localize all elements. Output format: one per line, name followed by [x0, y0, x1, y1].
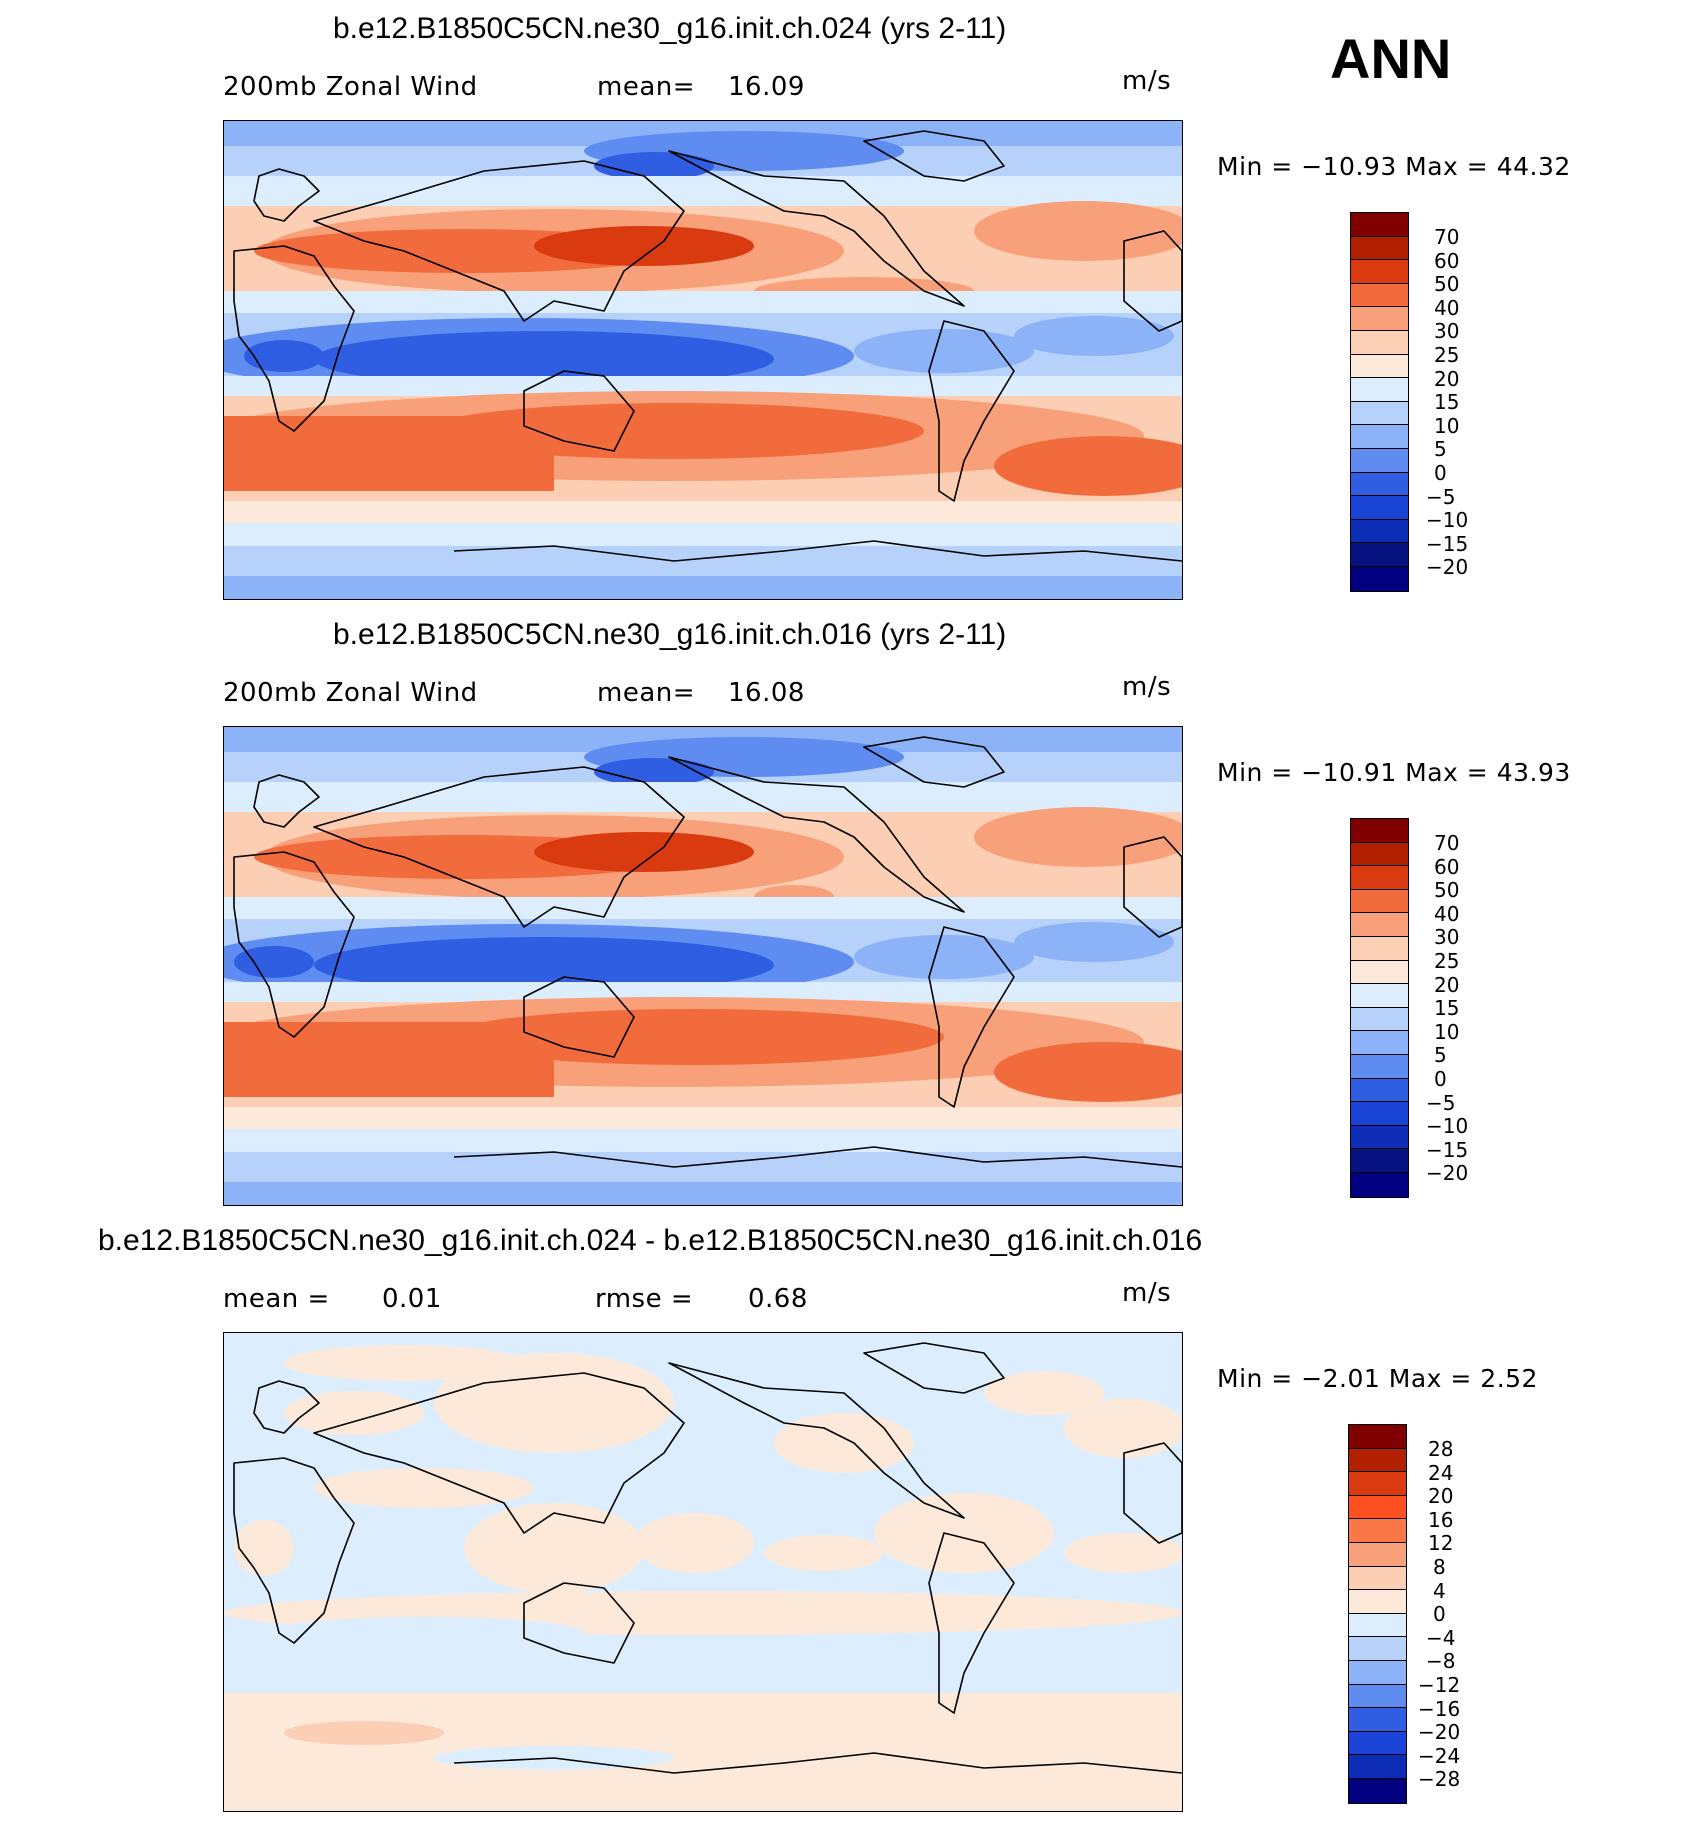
panel-1-units: m/s: [1122, 66, 1172, 96]
panel-2-colorbar-tick: 25: [1434, 949, 1460, 973]
panel-3-min-max: Min = −2.01 Max = 2.52: [1217, 1364, 1538, 1393]
panel-3-colorbar-swatches: [1348, 1424, 1407, 1804]
season-label: ANN: [1330, 27, 1452, 90]
panel-1-map: [223, 120, 1183, 600]
panel-1-colorbar-swatches: [1350, 212, 1409, 592]
panel-2-colorbar-tick: 15: [1434, 996, 1460, 1020]
panel-2-title: b.e12.B1850C5CN.ne30_g16.init.ch.016 (yr…: [333, 618, 1007, 651]
panel-3-colorbar-tick: 8: [1433, 1555, 1446, 1579]
panel-2-colorbar-tick: 40: [1434, 902, 1460, 926]
panel-1-colorbar-tick: 70: [1434, 225, 1460, 249]
panel-3-colorbar-tick: −16: [1418, 1697, 1461, 1721]
panel-2-map: [223, 726, 1183, 1206]
panel-3-colorbar-tick: 20: [1428, 1484, 1454, 1508]
panel-1-mean-label: mean=: [597, 72, 696, 102]
panel-1-colorbar: 70 60 50 40 30 25 20 15 10 5 0 −5 −10 −1…: [1350, 212, 1470, 592]
panel-2-colorbar-tick: 5: [1434, 1043, 1447, 1067]
panel-3-rmse-label: rmse =: [595, 1284, 694, 1314]
panel-3-colorbar-tick: −24: [1418, 1744, 1461, 1768]
panel-1-colorbar-tick: 40: [1434, 296, 1460, 320]
panel-3-colorbar-tick: 16: [1428, 1508, 1454, 1532]
panel-2-colorbar-tick: −20: [1426, 1161, 1469, 1185]
panel-3-colorbar-tick: −12: [1418, 1673, 1461, 1697]
panel-2-colorbar-tick: 60: [1434, 855, 1460, 879]
panel-3-map: [223, 1332, 1183, 1812]
panel-1-colorbar-tick: 20: [1434, 367, 1460, 391]
panel-3-title: b.e12.B1850C5CN.ne30_g16.init.ch.024 - b…: [98, 1224, 1203, 1257]
panel-1-min-max: Min = −10.93 Max = 44.32: [1217, 152, 1571, 181]
panel-2-colorbar-tick: 0: [1434, 1067, 1447, 1091]
panel-3-colorbar-tick: −20: [1418, 1720, 1461, 1744]
panel-1-mean-value: 16.09: [728, 72, 805, 102]
panel-1-colorbar-tick: −10: [1426, 508, 1469, 532]
panel-2-units: m/s: [1122, 672, 1172, 702]
panel-1-colorbar-tick: −5: [1426, 485, 1456, 509]
panel-3-colorbar-tick: 28: [1428, 1437, 1454, 1461]
panel-1-colorbar-tick: −20: [1426, 555, 1469, 579]
panel-1-contour-map: [224, 121, 1182, 599]
panel-1-colorbar-tick: 10: [1434, 414, 1460, 438]
panel-3-colorbar: 28 24 20 16 12 8 4 0 −4 −8 −12 −16 −20 −…: [1348, 1424, 1468, 1804]
panel-2-colorbar-tick: 20: [1434, 973, 1460, 997]
panel-2-mean-label: mean=: [597, 678, 696, 708]
panel-2-colorbar-tick: 50: [1434, 878, 1460, 902]
panel-2-colorbar: 70 60 50 40 30 25 20 15 10 5 0 −5 −10 −1…: [1350, 818, 1470, 1198]
panel-3-colorbar-tick: −4: [1426, 1626, 1456, 1650]
panel-2-colorbar-tick: 10: [1434, 1020, 1460, 1044]
panel-2-colorbar-tick: −10: [1426, 1114, 1469, 1138]
panel-3-mean-label: mean =: [223, 1284, 330, 1314]
panel-2-contour-map: [224, 727, 1182, 1205]
panel-1-colorbar-tick: 60: [1434, 249, 1460, 273]
panel-3-mean-value: 0.01: [382, 1284, 442, 1314]
panel-3-units: m/s: [1122, 1278, 1172, 1308]
panel-1-colorbar-tick: −15: [1426, 532, 1469, 556]
panel-1-colorbar-tick: 25: [1434, 343, 1460, 367]
panel-1-colorbar-tick: 30: [1434, 319, 1460, 343]
panel-3-colorbar-tick: 24: [1428, 1461, 1454, 1485]
panel-2-min-max: Min = −10.91 Max = 43.93: [1217, 758, 1571, 787]
panel-3-colorbar-tick: −8: [1426, 1649, 1456, 1673]
panel-2-colorbar-tick: −15: [1426, 1138, 1469, 1162]
panel-1-colorbar-tick: 5: [1434, 437, 1447, 461]
panel-3-colorbar-tick: 0: [1433, 1602, 1446, 1626]
panel-1-colorbar-tick: 0: [1434, 461, 1447, 485]
panel-3-colorbar-tick: −28: [1418, 1767, 1461, 1791]
panel-3-contour-map: [224, 1333, 1182, 1811]
panel-2-variable-label: 200mb Zonal Wind: [223, 678, 478, 708]
panel-1-variable-label: 200mb Zonal Wind: [223, 72, 478, 102]
panel-1-title: b.e12.B1850C5CN.ne30_g16.init.ch.024 (yr…: [333, 12, 1007, 45]
panel-1-colorbar-tick: 15: [1434, 390, 1460, 414]
panel-2-colorbar-tick: −5: [1426, 1091, 1456, 1115]
panel-3-colorbar-tick: 4: [1433, 1579, 1446, 1603]
panel-2-colorbar-tick: 30: [1434, 925, 1460, 949]
panel-3-colorbar-tick: 12: [1428, 1531, 1454, 1555]
panel-2-mean-value: 16.08: [728, 678, 805, 708]
panel-1-colorbar-tick: 50: [1434, 272, 1460, 296]
panel-2-colorbar-swatches: [1350, 818, 1409, 1198]
panel-2-colorbar-tick: 70: [1434, 831, 1460, 855]
panel-3-rmse-value: 0.68: [748, 1284, 808, 1314]
